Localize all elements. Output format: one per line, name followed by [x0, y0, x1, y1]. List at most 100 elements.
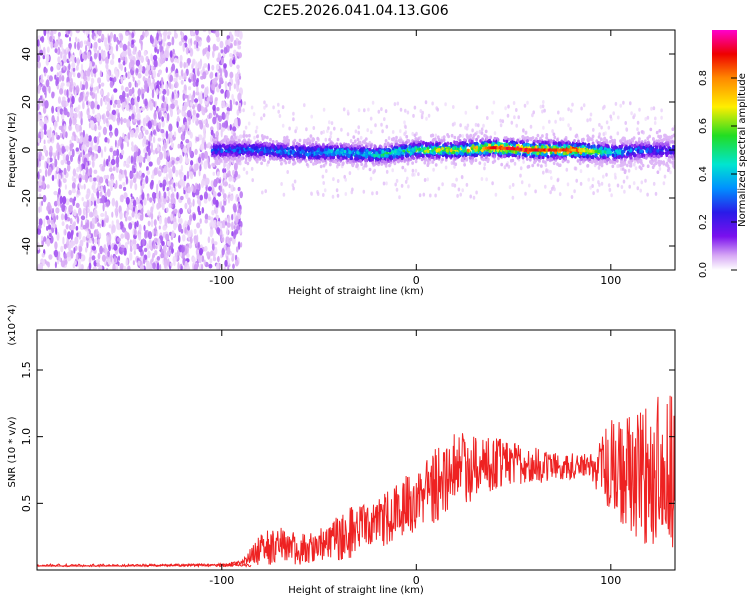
noise-cell: [231, 230, 234, 237]
noise-cell: [65, 154, 70, 162]
noise-cell: [96, 87, 99, 94]
noise-cell: [216, 36, 221, 43]
noise-cell: [240, 242, 243, 248]
noise-cell: [167, 31, 172, 36]
noise-cell: [82, 137, 87, 145]
noise-cell: [239, 191, 243, 199]
noise-cell: [146, 209, 151, 216]
noise-cell: [138, 233, 142, 241]
noise-cell: [114, 183, 117, 190]
noise-cell: [168, 171, 173, 180]
noise-cell: [587, 177, 590, 182]
signal-cell: [469, 152, 472, 156]
noise-cell: [78, 207, 82, 216]
noise-cell: [80, 220, 83, 228]
noise-cell: [198, 134, 203, 141]
noise-cell: [369, 116, 373, 121]
noise-cell: [325, 169, 328, 173]
noise-cell: [86, 199, 90, 208]
noise-cell: [134, 96, 138, 105]
noise-cell: [658, 166, 662, 171]
noise-cell: [140, 185, 143, 195]
noise-cell: [75, 147, 80, 152]
noise-cell: [609, 114, 612, 119]
noise-cell: [324, 137, 328, 142]
noise-cell: [432, 167, 435, 172]
noise-cell: [109, 147, 113, 153]
signal-cell: [429, 141, 433, 145]
noise-cell: [471, 128, 474, 133]
noise-cell: [150, 206, 154, 214]
noise-cell: [140, 107, 145, 111]
noise-cell: [607, 183, 611, 188]
noise-cell: [91, 160, 95, 168]
noise-cell: [190, 184, 194, 192]
noise-cell: [97, 222, 100, 227]
noise-cell: [119, 42, 124, 48]
noise-cell: [292, 117, 295, 122]
noise-cell: [504, 106, 507, 111]
noise-cell: [232, 98, 236, 105]
noise-cell: [154, 249, 158, 256]
noise-cell: [237, 117, 241, 127]
noise-cell: [633, 162, 636, 167]
signal-cell: [442, 138, 446, 142]
noise-cell: [119, 34, 124, 42]
signal-cell: [230, 156, 234, 161]
noise-cell: [152, 262, 156, 270]
noise-cell: [135, 197, 139, 205]
noise-cell: [107, 92, 110, 97]
noise-cell: [221, 100, 226, 109]
signal-cell: [491, 160, 495, 165]
noise-cell: [143, 224, 146, 231]
noise-cell: [226, 222, 231, 228]
noise-cell: [383, 117, 386, 122]
noise-cell: [115, 108, 120, 114]
noise-cell: [51, 132, 55, 141]
noise-cell: [137, 260, 141, 266]
noise-cell: [144, 230, 148, 239]
noise-cell: [320, 130, 323, 135]
noise-cell: [252, 112, 256, 117]
signal-cell: [511, 158, 515, 163]
noise-cell: [88, 146, 93, 152]
noise-cell: [42, 85, 47, 93]
signal-cell: [474, 158, 478, 162]
noise-cell: [72, 71, 76, 78]
noise-cell: [76, 166, 80, 173]
noise-cell: [152, 229, 155, 236]
noise-cell: [231, 93, 234, 100]
noise-cell: [68, 189, 72, 196]
noise-cell: [477, 123, 480, 128]
noise-cell: [650, 106, 653, 111]
noise-cell: [37, 61, 41, 69]
noise-cell: [236, 225, 241, 231]
noise-cell: [204, 213, 209, 221]
noise-cell: [78, 245, 83, 253]
noise-cell: [69, 36, 71, 42]
signal-cell: [553, 135, 557, 140]
noise-cell: [106, 174, 110, 180]
noise-cell: [203, 63, 208, 68]
noise-cell: [233, 225, 236, 230]
noise-cell: [62, 236, 65, 245]
noise-cell: [93, 177, 97, 182]
noise-cell: [182, 147, 188, 154]
noise-cell: [47, 139, 51, 144]
noise-cell: [212, 116, 217, 125]
noise-cell: [122, 43, 128, 52]
noise-cell: [82, 224, 87, 230]
noise-cell: [158, 225, 161, 230]
noise-cell: [183, 174, 187, 182]
noise-cell: [221, 188, 225, 195]
noise-cell: [71, 188, 77, 194]
noise-cell: [404, 179, 408, 184]
noise-cell: [98, 46, 101, 51]
noise-cell: [126, 96, 131, 102]
noise-cell: [475, 190, 478, 195]
noise-cell: [209, 229, 213, 238]
noise-cell: [187, 186, 192, 194]
noise-cell: [238, 52, 243, 59]
noise-cell: [71, 54, 76, 63]
noise-cell: [119, 194, 124, 203]
